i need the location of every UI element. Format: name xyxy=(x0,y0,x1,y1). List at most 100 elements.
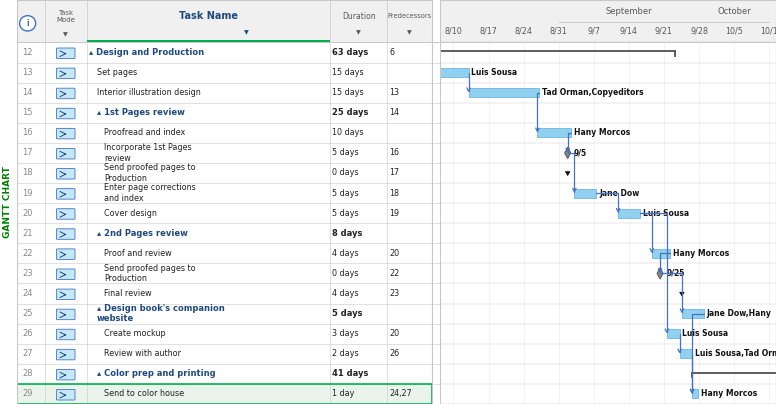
Text: 13: 13 xyxy=(390,88,399,97)
Bar xyxy=(680,349,692,358)
Text: i: i xyxy=(26,19,29,28)
Text: Task Name: Task Name xyxy=(179,11,238,21)
Bar xyxy=(17,0,431,42)
Text: GANTT CHART: GANTT CHART xyxy=(3,166,12,238)
Text: Tad Orman,Copyeditors: Tad Orman,Copyeditors xyxy=(542,88,643,97)
Text: 9/7: 9/7 xyxy=(587,26,601,35)
Polygon shape xyxy=(680,292,684,296)
Text: ▼: ▼ xyxy=(356,31,361,36)
Text: Jane Dow: Jane Dow xyxy=(599,189,639,198)
Text: 41 days: 41 days xyxy=(332,369,369,379)
Text: 8/31: 8/31 xyxy=(550,26,567,35)
FancyBboxPatch shape xyxy=(57,209,75,219)
Text: 15 days: 15 days xyxy=(332,88,364,97)
Text: 20: 20 xyxy=(23,209,33,218)
Text: 17: 17 xyxy=(23,148,33,158)
Text: Jane Dow,Hany: Jane Dow,Hany xyxy=(706,309,771,318)
FancyBboxPatch shape xyxy=(57,128,75,139)
Text: 5 days: 5 days xyxy=(332,189,359,198)
Text: 27: 27 xyxy=(23,349,33,358)
Polygon shape xyxy=(657,268,663,279)
Text: 5 days: 5 days xyxy=(332,148,359,158)
Text: 12: 12 xyxy=(23,48,33,57)
FancyBboxPatch shape xyxy=(57,48,75,59)
Text: 10 days: 10 days xyxy=(332,128,364,137)
Bar xyxy=(469,88,539,97)
Text: Cover design: Cover design xyxy=(104,209,157,218)
Bar xyxy=(618,208,640,218)
Text: 29: 29 xyxy=(23,389,33,398)
Text: 1 day: 1 day xyxy=(332,389,355,398)
Text: Duration: Duration xyxy=(341,12,376,21)
Text: 23: 23 xyxy=(390,289,400,298)
Bar xyxy=(440,0,776,42)
Bar xyxy=(652,249,670,258)
Bar xyxy=(574,189,596,198)
Text: Hany Morcos: Hany Morcos xyxy=(573,128,630,137)
Text: Proofread and index: Proofread and index xyxy=(104,128,185,137)
Text: 0 days: 0 days xyxy=(332,168,359,177)
FancyBboxPatch shape xyxy=(57,309,75,320)
Text: 21: 21 xyxy=(23,229,33,238)
Text: 28: 28 xyxy=(23,369,33,379)
Text: 25 days: 25 days xyxy=(332,108,369,117)
FancyBboxPatch shape xyxy=(57,329,75,340)
Text: 22: 22 xyxy=(390,269,400,278)
Text: Hany Morcos: Hany Morcos xyxy=(673,249,729,258)
Bar xyxy=(692,389,698,398)
Text: 15: 15 xyxy=(23,108,33,117)
Text: 63 days: 63 days xyxy=(332,48,369,57)
FancyBboxPatch shape xyxy=(57,349,75,360)
Polygon shape xyxy=(565,147,570,158)
Text: Review with author: Review with author xyxy=(104,349,181,358)
Text: Luis Sousa: Luis Sousa xyxy=(682,329,729,338)
Polygon shape xyxy=(566,172,570,176)
Text: 17: 17 xyxy=(390,168,400,177)
Text: 18: 18 xyxy=(390,189,399,198)
Text: 6: 6 xyxy=(390,48,394,57)
FancyBboxPatch shape xyxy=(57,289,75,300)
Bar xyxy=(440,68,469,77)
Text: 8 days: 8 days xyxy=(332,229,362,238)
Text: Send to color house: Send to color house xyxy=(104,389,185,398)
Text: Enter page corrections
and index: Enter page corrections and index xyxy=(104,183,196,203)
Text: Luis Sousa,Tad Orm: Luis Sousa,Tad Orm xyxy=(695,349,776,358)
Text: 16: 16 xyxy=(390,148,399,158)
Bar xyxy=(17,384,431,404)
Text: 19: 19 xyxy=(23,189,33,198)
Text: 24,27: 24,27 xyxy=(390,389,412,398)
Text: 16: 16 xyxy=(23,128,33,137)
Text: 10/1: 10/1 xyxy=(760,26,776,35)
Text: 15 days: 15 days xyxy=(332,68,364,77)
Text: 2 days: 2 days xyxy=(332,349,359,358)
Text: 4 days: 4 days xyxy=(332,249,359,258)
Text: 10/5: 10/5 xyxy=(726,26,743,35)
Text: Luis Sousa: Luis Sousa xyxy=(471,68,518,77)
Text: 13: 13 xyxy=(23,68,33,77)
Text: 9/5: 9/5 xyxy=(574,148,587,158)
Text: ▴ Color prep and printing: ▴ Color prep and printing xyxy=(96,369,215,379)
Text: 14: 14 xyxy=(23,88,33,97)
Text: Luis Sousa: Luis Sousa xyxy=(643,209,689,218)
Text: Incorporate 1st Pages
review: Incorporate 1st Pages review xyxy=(104,143,192,162)
Text: ▼: ▼ xyxy=(244,31,249,36)
Text: 23: 23 xyxy=(23,269,33,278)
Text: 22: 22 xyxy=(23,249,33,258)
Text: 25: 25 xyxy=(23,309,33,318)
Circle shape xyxy=(19,16,36,31)
Text: 24: 24 xyxy=(23,289,33,298)
Text: Proof and review: Proof and review xyxy=(104,249,171,258)
Text: 9/14: 9/14 xyxy=(620,26,638,35)
FancyBboxPatch shape xyxy=(57,189,75,199)
Text: 8/24: 8/24 xyxy=(514,26,532,35)
Text: 9/25: 9/25 xyxy=(667,269,685,278)
Text: 5 days: 5 days xyxy=(332,309,362,318)
Text: Create mockup: Create mockup xyxy=(104,329,166,338)
Text: ▼: ▼ xyxy=(407,31,412,36)
Text: Hany Morcos: Hany Morcos xyxy=(701,389,757,398)
FancyBboxPatch shape xyxy=(57,269,75,280)
Text: 8/17: 8/17 xyxy=(480,26,497,35)
Text: 20: 20 xyxy=(390,249,400,258)
Bar xyxy=(667,329,680,338)
Text: 26: 26 xyxy=(23,329,33,338)
